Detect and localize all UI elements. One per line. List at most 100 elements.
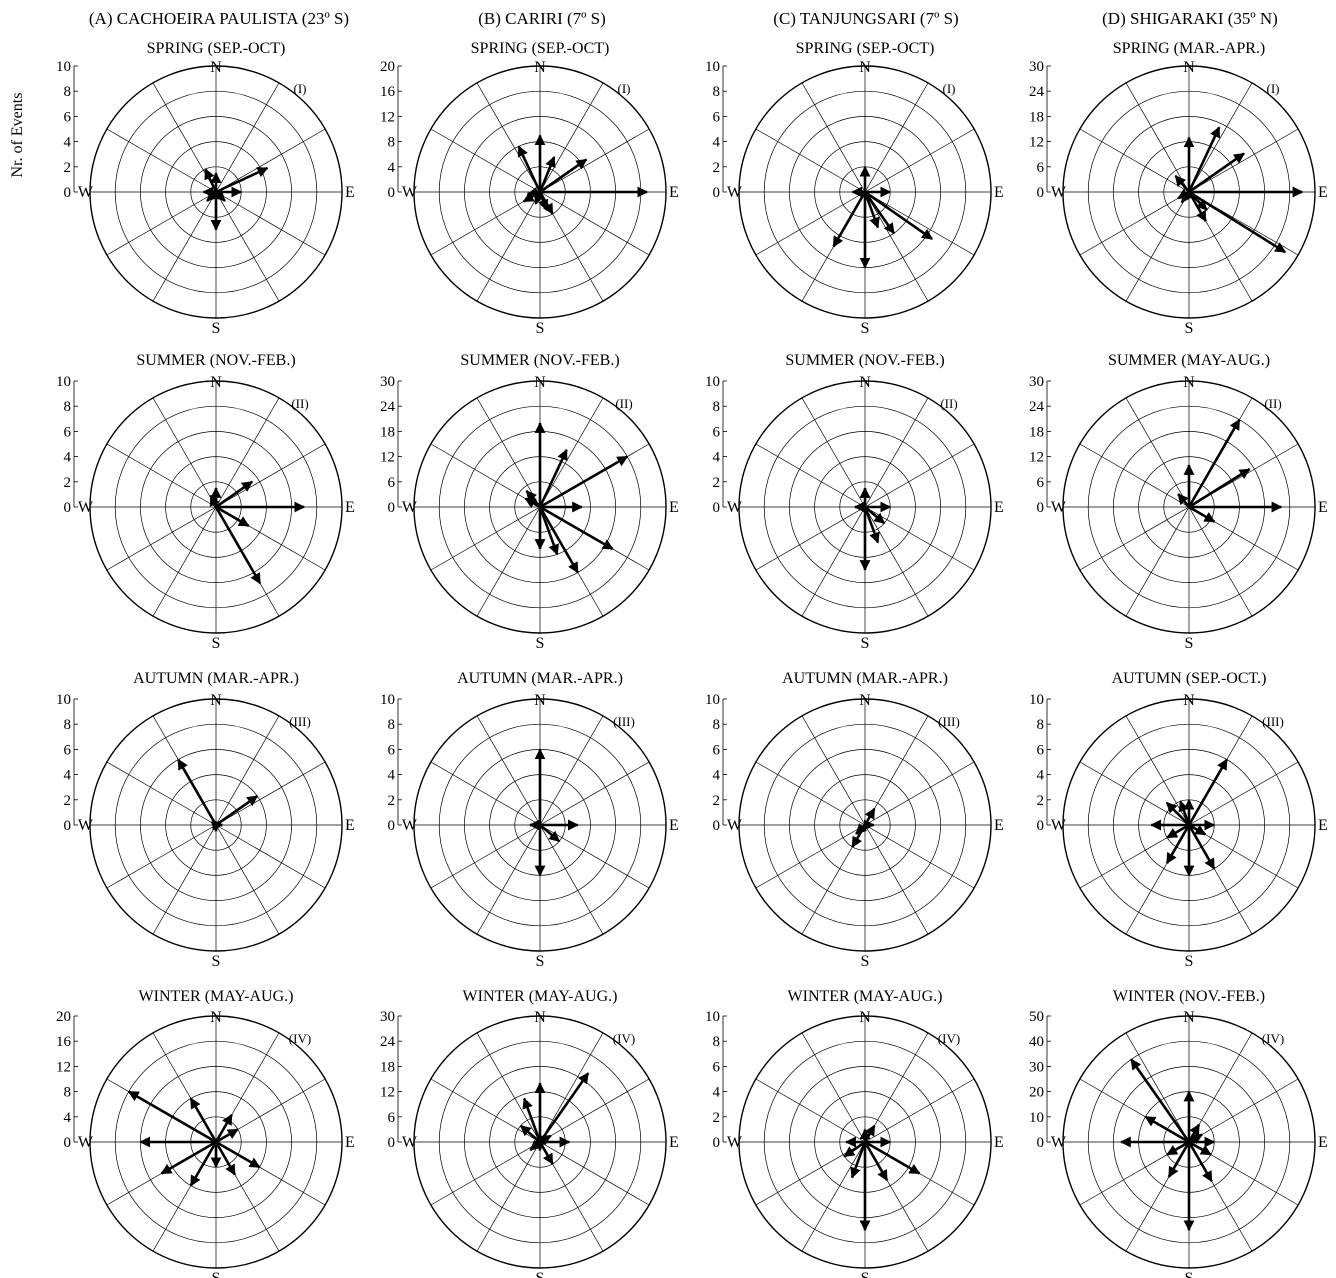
event-vector xyxy=(214,1141,237,1176)
compass-label: N xyxy=(1183,1009,1195,1026)
compass-label: W xyxy=(402,1134,418,1151)
grid-spoke xyxy=(755,1078,866,1143)
polar-panel: AUTUMN (MAR.-APR.) 0 2 4 6 8 10 N E S W (III) xyxy=(705,670,1004,970)
grid-spoke xyxy=(476,715,541,826)
radial-tick-label: 20 xyxy=(56,1009,71,1025)
grid-spoke xyxy=(755,191,866,256)
event-vector xyxy=(177,758,218,826)
panel-numeral: (I) xyxy=(943,81,956,96)
grid-spoke xyxy=(215,761,326,826)
compass-label: E xyxy=(994,1134,1004,1151)
grid-spoke xyxy=(864,82,929,193)
panel-numeral: (IV) xyxy=(289,1031,311,1046)
grid-spoke xyxy=(801,82,866,193)
radial-tick-label: 20 xyxy=(1029,1085,1044,1101)
compass-label: E xyxy=(345,184,355,201)
compass-label: S xyxy=(536,1270,545,1278)
radial-tick-label: 30 xyxy=(1029,374,1044,390)
compass-label: E xyxy=(1318,499,1328,516)
radial-tick-label: 0 xyxy=(64,818,72,834)
grid-spoke xyxy=(539,397,604,508)
polar-panel: WINTER (MAY-AUG.) 0 6 12 18 24 30 N E S W (IV) xyxy=(380,988,679,1278)
grid-spoke xyxy=(1125,1032,1190,1143)
panel-title: AUTUMN (MAR.-APR.) xyxy=(782,670,948,687)
radial-tick-label: 10 xyxy=(705,692,720,708)
radial-tick-label: 12 xyxy=(56,1059,71,1075)
grid-spoke xyxy=(1125,191,1190,302)
radial-tick-label: 0 xyxy=(713,500,721,516)
compass-label: E xyxy=(994,817,1004,834)
radial-tick-label: 2 xyxy=(713,475,721,491)
event-vector xyxy=(1180,191,1192,204)
radial-tick-label: 4 xyxy=(713,450,721,466)
event-vector xyxy=(538,506,560,556)
grid-spoke xyxy=(106,761,217,826)
radial-tick-label: 12 xyxy=(380,450,395,466)
compass-label: N xyxy=(534,59,546,76)
polar-panel: SPRING (SEP.-OCT) 0 2 4 6 8 10 N E S W (I) xyxy=(705,40,1004,337)
compass-label: E xyxy=(345,499,355,516)
grid-spoke xyxy=(430,128,541,193)
panel-title: SUMMER (NOV.-FEB.) xyxy=(460,352,619,369)
event-vector xyxy=(539,824,561,843)
grid-spoke xyxy=(864,761,975,826)
compass-label: W xyxy=(78,184,94,201)
grid-spoke xyxy=(1125,397,1190,508)
event-vector xyxy=(215,1140,261,1169)
event-vector xyxy=(538,155,556,193)
grid-spoke xyxy=(1188,824,1299,889)
grid-spoke xyxy=(801,1032,866,1143)
compass-label: W xyxy=(1051,499,1067,516)
event-vector xyxy=(1177,493,1190,508)
panel-title: SPRING (SEP.-OCT) xyxy=(796,40,935,57)
compass-label: S xyxy=(861,1270,870,1278)
radial-tick-label: 20 xyxy=(380,59,395,75)
event-vector xyxy=(522,1097,542,1143)
compass-label: E xyxy=(1318,1134,1328,1151)
grid-spoke xyxy=(864,397,929,508)
compass-label: W xyxy=(1051,184,1067,201)
radial-tick-label: 8 xyxy=(64,84,72,100)
event-vector xyxy=(215,480,254,509)
grid-spoke xyxy=(476,191,541,302)
event-vector xyxy=(209,494,220,508)
grid-spoke xyxy=(215,191,326,256)
radial-tick-label: 6 xyxy=(388,1110,396,1126)
grid-spoke xyxy=(430,1141,541,1206)
grid-spoke xyxy=(215,824,326,889)
event-vector xyxy=(1187,758,1228,826)
radial-tick-label: 10 xyxy=(1029,692,1044,708)
panel-title: SPRING (MAR.-APR.) xyxy=(1113,40,1265,57)
radial-tick-label: 0 xyxy=(64,1135,72,1151)
compass-label: N xyxy=(534,374,546,391)
radial-tick-label: 6 xyxy=(713,109,721,125)
event-vector xyxy=(1187,824,1216,870)
radial-tick-label: 8 xyxy=(64,717,72,733)
radial-tick-label: 10 xyxy=(56,374,71,390)
radial-tick-label: 30 xyxy=(380,374,395,390)
radial-tick-label: 8 xyxy=(713,84,721,100)
column-title-c: (C) TANJUNGSARI (7º S) xyxy=(773,9,958,28)
event-vector xyxy=(127,1090,217,1144)
event-vector xyxy=(855,823,867,835)
event-vector xyxy=(524,497,541,509)
event-vector xyxy=(538,506,579,574)
radial-tick-label: 8 xyxy=(713,1034,721,1050)
event-vector xyxy=(864,190,933,241)
radial-tick-label: 10 xyxy=(380,692,395,708)
radial-tick-label: 2 xyxy=(713,793,721,809)
panel-numeral: (IV) xyxy=(613,1031,635,1046)
radial-tick-label: 10 xyxy=(705,374,720,390)
grid-spoke xyxy=(476,824,541,935)
grid-spoke xyxy=(539,1078,650,1143)
grid-spoke xyxy=(1079,506,1190,571)
polar-panel: SPRING (SEP.-OCT) 0 4 8 12 16 20 N E S W (I) xyxy=(380,40,679,337)
event-vector xyxy=(214,1113,233,1143)
panel-title: WINTER (MAY-AUG.) xyxy=(139,988,294,1005)
grid-spoke xyxy=(755,128,866,193)
event-vector xyxy=(1188,1140,1212,1156)
radial-tick-label: 6 xyxy=(713,1059,721,1075)
radial-tick-label: 2 xyxy=(64,793,72,809)
grid-spoke xyxy=(539,824,650,889)
